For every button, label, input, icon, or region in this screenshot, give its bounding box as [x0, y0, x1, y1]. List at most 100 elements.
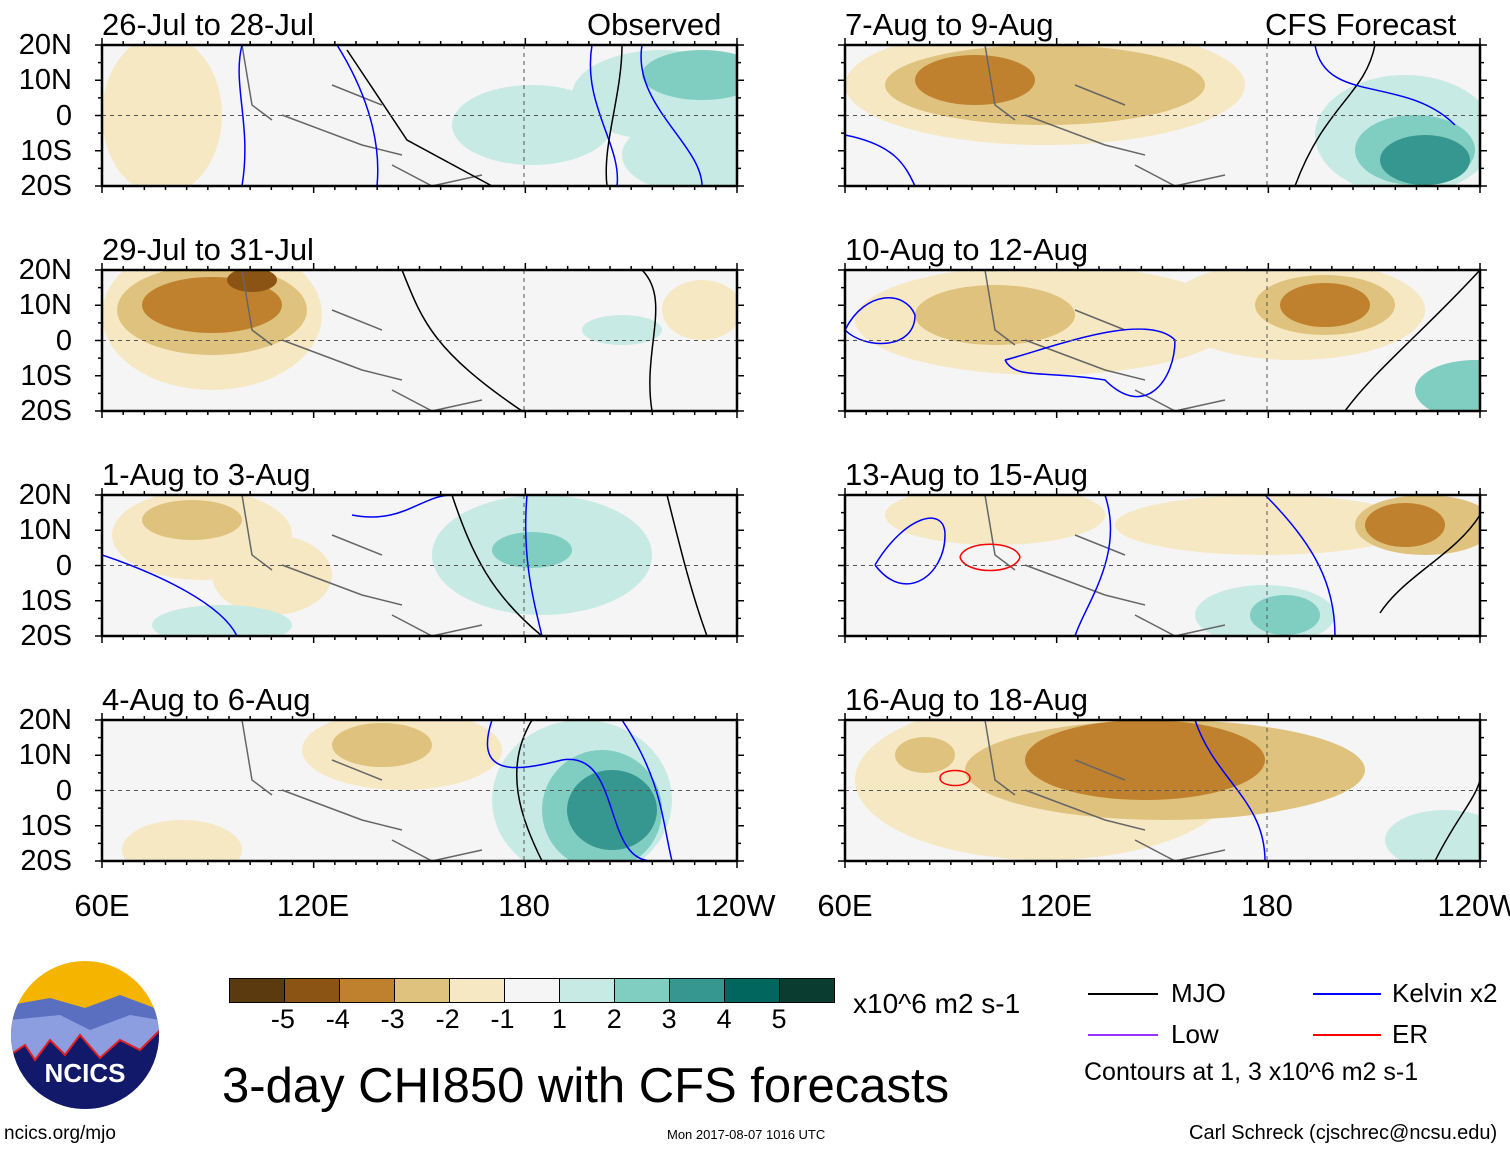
panel-title: 29-Jul to 31-Jul: [102, 232, 314, 267]
colorbar-swatch: [505, 979, 560, 1002]
anomaly-region: [142, 500, 242, 540]
forecast-label: CFS Forecast: [1265, 7, 1457, 42]
y-tick-label: 20S: [20, 620, 72, 652]
contour-line: [845, 297, 916, 345]
colorbar-label: 4: [716, 1004, 732, 1034]
colorbar-label: -5: [270, 1004, 295, 1034]
contour-line: [845, 134, 916, 186]
y-tick-label: 20S: [20, 170, 72, 202]
anomaly-region: [452, 85, 612, 165]
colorbar-label: 2: [606, 1004, 622, 1034]
er-legend-line: [1313, 1034, 1381, 1036]
colorbar-swatch: [615, 979, 670, 1002]
x-tick-label: 60E: [817, 888, 873, 923]
contour-line: [641, 270, 657, 411]
contour-line: [959, 543, 1021, 572]
anomaly-region: [1365, 503, 1445, 547]
contour-line: [486, 720, 653, 861]
anomaly-region: [622, 115, 737, 186]
site-link[interactable]: ncics.org/mjo: [4, 1123, 116, 1144]
colorbar-swatch: [395, 979, 450, 1002]
contour-line: [1434, 779, 1480, 861]
contour-line: [1344, 270, 1480, 411]
coastline: [984, 45, 1226, 186]
anomaly-region: [642, 50, 737, 100]
legend-kelvin: Kelvin x2: [1392, 978, 1498, 1008]
x-tick-label: 180: [1241, 888, 1293, 923]
panel-title: 10-Aug to 12-Aug: [845, 232, 1089, 267]
y-tick-label: 10N: [18, 289, 72, 322]
contour-line: [605, 45, 623, 186]
map-panel: [95, 263, 744, 418]
y-tick-label: 10N: [18, 64, 72, 97]
y-tick-label: 0: [55, 549, 72, 582]
colorbar: [229, 978, 835, 1003]
coastline: [241, 720, 483, 861]
coastline: [984, 270, 1226, 411]
coastline: [241, 495, 483, 636]
map-panel: [95, 488, 744, 643]
anomaly-region: [152, 605, 292, 636]
contour-line: [1074, 495, 1112, 636]
figure-title: 3-day CHI850 with CFS forecasts: [222, 1059, 950, 1113]
y-tick-label: 10N: [18, 514, 72, 547]
contour-line: [524, 495, 543, 636]
contour-line: [1379, 514, 1480, 614]
contour-line: [346, 49, 493, 186]
map-panel: [838, 713, 1487, 868]
coastline: [984, 495, 1226, 636]
anomaly-region: [122, 820, 242, 861]
colorbar-swatch: [450, 979, 505, 1002]
contour-line: [1004, 328, 1176, 398]
contour-line: [621, 720, 673, 861]
contour-line: [451, 495, 543, 636]
anomaly-region: [492, 532, 572, 568]
logo-text: NCICS: [45, 1058, 126, 1088]
y-tick-label: 0: [55, 774, 72, 807]
x-tick-label: 120E: [1019, 888, 1093, 923]
panel-title: 26-Jul to 28-Jul: [102, 7, 314, 42]
colorbar-swatch: [340, 979, 395, 1002]
contour-line: [238, 45, 246, 186]
y-tick-label: 10S: [20, 134, 72, 167]
colorbar-label: 5: [771, 1004, 787, 1034]
y-tick-label: 20N: [18, 29, 72, 61]
y-tick-label: 10S: [20, 809, 72, 842]
contour-line: [336, 45, 379, 186]
author: Carl Schreck (cjschrec@ncsu.edu): [1189, 1122, 1498, 1144]
contour-line: [401, 270, 523, 411]
contour-line: [939, 769, 971, 787]
panel-title: 13-Aug to 15-Aug: [845, 457, 1089, 492]
panel-title: 4-Aug to 6-Aug: [102, 682, 311, 717]
anomaly-region: [1380, 135, 1470, 185]
anomaly-region: [662, 280, 737, 340]
kelvin-legend-line: [1313, 993, 1381, 995]
colorbar-swatch: [560, 979, 615, 1002]
anomaly-region: [212, 535, 332, 615]
contour-line: [589, 45, 619, 186]
colorbar-label: -3: [380, 1004, 405, 1034]
y-tick-label: 20N: [18, 479, 72, 511]
anomaly-region: [582, 315, 662, 345]
contour-line: [102, 554, 238, 636]
coastline: [984, 720, 1226, 861]
anomaly-region: [1415, 360, 1480, 411]
coastline: [241, 270, 483, 411]
contour-line: [1314, 45, 1456, 126]
map-panel: [95, 713, 744, 868]
coastline: [241, 45, 483, 186]
y-tick-label: 0: [55, 99, 72, 132]
y-tick-label: 20N: [18, 704, 72, 736]
contour-line: [640, 45, 703, 186]
map-panel: [838, 38, 1487, 193]
ncics-logo: NCICS: [10, 960, 160, 1110]
map-panel: [838, 488, 1487, 643]
anomaly-region: [1025, 720, 1265, 800]
colorbar-swatch: [230, 979, 285, 1002]
x-tick-label: 120E: [276, 888, 350, 923]
y-tick-label: 20S: [20, 845, 72, 877]
colorbar-label: 3: [661, 1004, 677, 1034]
x-tick-label: 180: [498, 888, 550, 923]
